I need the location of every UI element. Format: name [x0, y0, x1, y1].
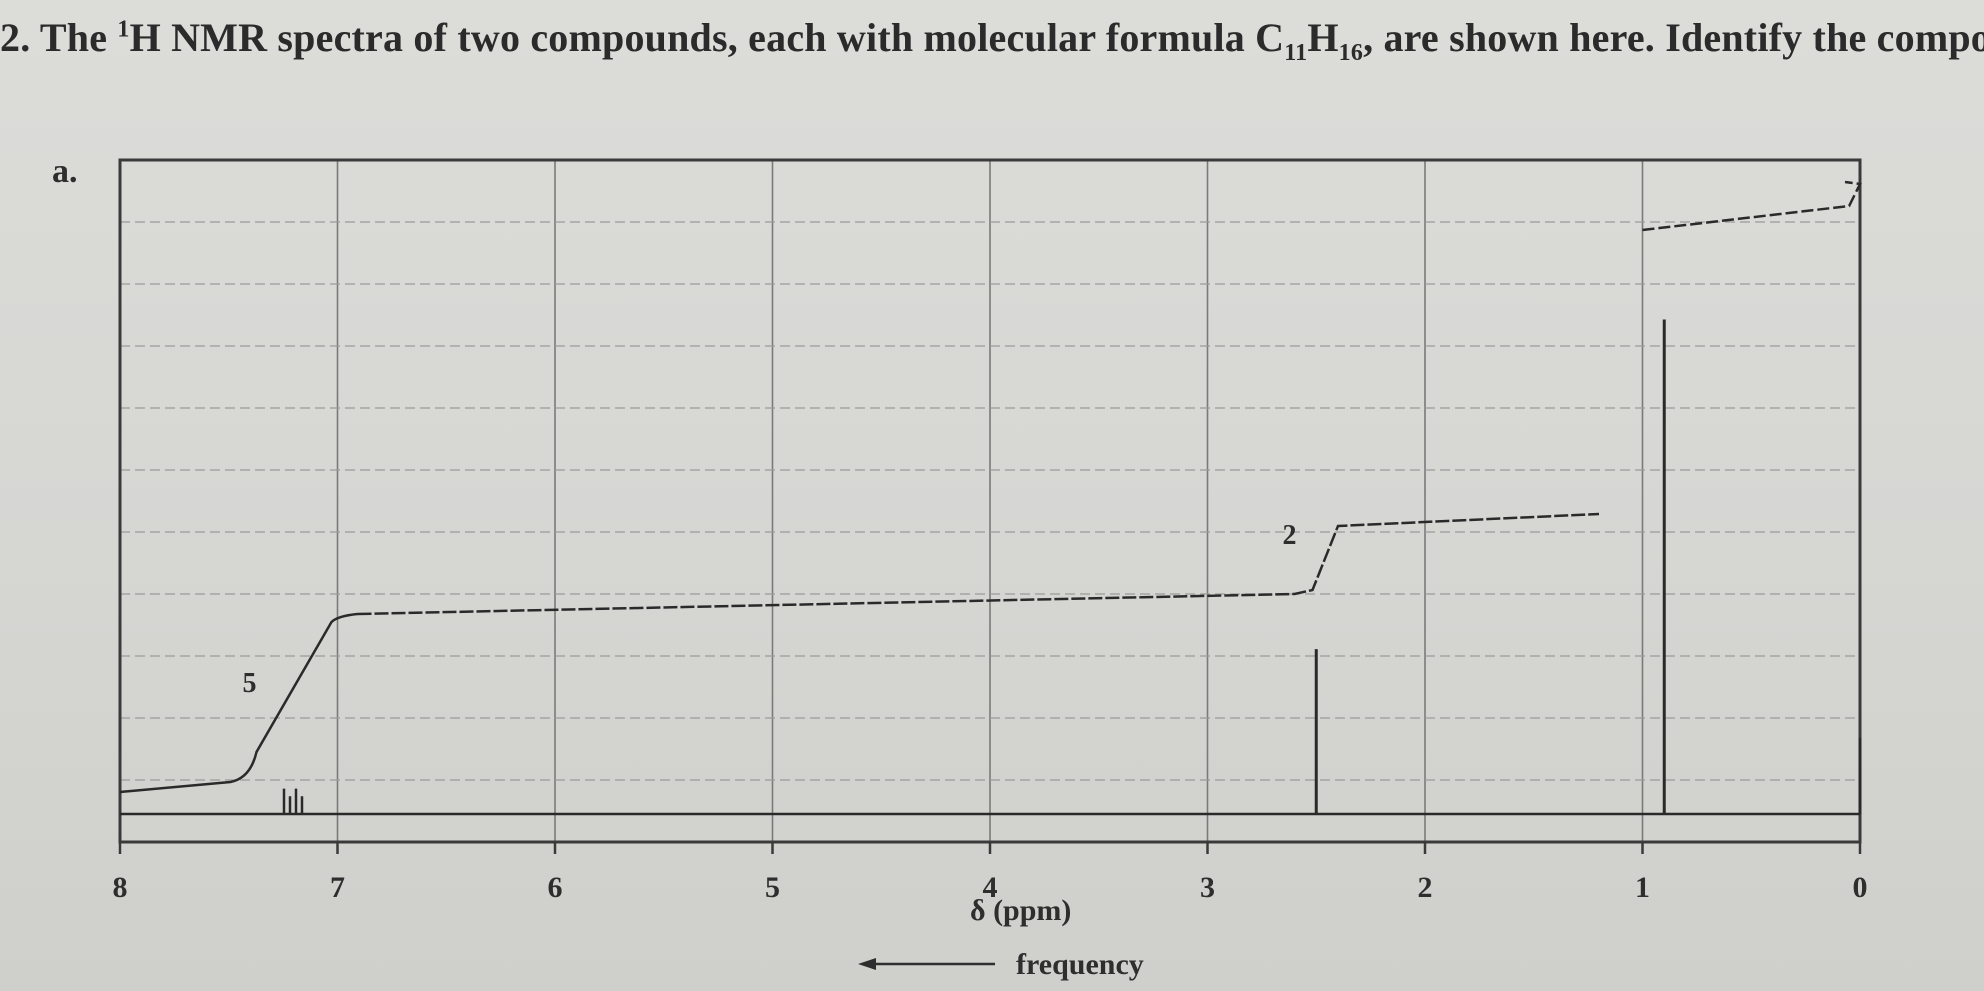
question-text-middle: H NMR spectra of two compounds, each wit…: [129, 15, 1285, 60]
grid: [119, 160, 1861, 842]
question-text-before: The: [39, 15, 118, 60]
integral-label: 2: [1283, 520, 1297, 551]
x-tick-label: 8: [113, 871, 128, 904]
question-text-h: H: [1307, 15, 1339, 60]
subscript-carbon: 11: [1284, 40, 1308, 66]
x-tick-label: 2: [1418, 871, 1433, 904]
x-axis-ticks: 8 7 6 5 4 3 2 1 0: [113, 842, 1868, 904]
integral-step-aromatic: [119, 612, 358, 794]
spectrum-trace: [120, 319, 1862, 816]
multiplet-peak: [282, 788, 304, 814]
arrow-head: [858, 958, 876, 970]
frequency-label: frequency: [1016, 948, 1144, 981]
x-tick-label: 1: [1635, 871, 1650, 904]
x-tick-label: 7: [330, 871, 345, 904]
panel-label: a.: [52, 153, 78, 190]
integral-step-methyl: [1642, 180, 1862, 232]
integral-label: 5: [243, 668, 257, 699]
integral-step-ch2: [357, 512, 1600, 616]
x-tick-label: 3: [1200, 871, 1215, 904]
question-text: 2. The 1H NMR spectra of two compounds, …: [0, 14, 1984, 67]
question-number: 2.: [0, 15, 31, 60]
frequency-arrow: frequency: [858, 948, 1144, 981]
x-tick-label: 0: [1853, 871, 1868, 904]
x-axis-title: δ (ppm): [970, 894, 1071, 927]
x-tick-label: 6: [548, 871, 563, 904]
integration-curves: 52: [119, 180, 1862, 794]
x-tick-label: 5: [765, 871, 780, 904]
subscript-hydrogen: 16: [1338, 40, 1364, 66]
x-tick-label: 4: [983, 871, 998, 904]
question-text-after: , are shown here. Identify the compoun: [1363, 15, 1984, 60]
superscript: 1: [117, 16, 130, 43]
